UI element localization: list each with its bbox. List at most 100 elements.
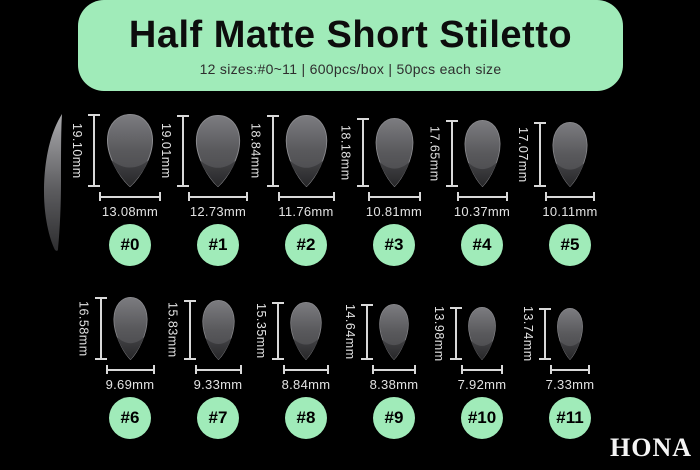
nail-tip-graphic — [464, 120, 500, 187]
dimension-line-part — [550, 368, 590, 371]
dimension-line-part — [544, 308, 546, 360]
dimension-line-part — [277, 195, 335, 198]
height-label: 17.65mm — [427, 125, 442, 182]
dimension-line-part — [182, 115, 184, 187]
side-profile-nail-graphic — [44, 114, 62, 251]
width-label: 13.08mm — [101, 204, 159, 219]
dimension-line-part — [266, 185, 279, 187]
size-badge: #7 — [197, 397, 239, 439]
nail-size-cell: 17.65mm 10.37mm #4 — [428, 114, 526, 266]
dimension-line-part — [501, 365, 503, 374]
size-row-2: 16.58mm 9.69mm #6 15.83mm 9.33mm #7 15.35mm 8.8… — [77, 297, 614, 439]
dimension-line-part — [366, 304, 368, 360]
nail-tip-graphic — [375, 118, 413, 187]
width-dimension-line — [277, 192, 335, 201]
product-title: Half Matte Short Stiletto — [128, 14, 573, 57]
height-dimension-line — [266, 115, 279, 187]
dimension-line-part — [88, 114, 100, 116]
height-dimension-line — [539, 308, 551, 360]
dimension-line-part — [450, 358, 462, 360]
dimension-line-part — [93, 114, 95, 187]
width-dimension-line — [461, 365, 503, 374]
dimension-line-part — [194, 365, 197, 374]
header-banner: Half Matte Short Stiletto 12 sizes:#0~11… — [78, 0, 623, 91]
height-dimension-line — [534, 122, 546, 187]
nail-size-cell: 14.64mm 8.38mm #9 — [343, 297, 438, 439]
size-badge: #6 — [109, 397, 151, 439]
dimension-line-part — [283, 365, 285, 374]
width-dimension-line — [188, 192, 248, 201]
dimension-line-part — [367, 192, 370, 201]
nail-size-cell: 19.10mm 13.08mm #0 — [70, 114, 174, 266]
width-label: 10.11mm — [542, 204, 598, 219]
nail-zone: 13.98mm — [432, 297, 526, 361]
dimension-line-part — [272, 358, 284, 360]
height-dimension-line — [361, 304, 373, 360]
nail-tip-graphic — [106, 114, 154, 187]
dimension-line-part — [361, 118, 364, 187]
nail-tip-graphic — [379, 304, 409, 360]
size-badge: #5 — [549, 224, 591, 266]
dimension-line-part — [99, 192, 101, 201]
dimension-line-part — [372, 365, 374, 374]
dimension-line-part — [588, 365, 590, 374]
width-label: 8.84mm — [281, 377, 331, 392]
dimension-line-part — [188, 300, 191, 360]
height-label: 18.84mm — [248, 123, 263, 179]
dimension-line-part — [545, 195, 595, 198]
dimension-line-part — [99, 195, 161, 198]
dimension-line-part — [239, 365, 242, 374]
height-label: 18.18mm — [338, 124, 353, 181]
width-dimension-line — [372, 365, 416, 374]
dimension-line-part — [246, 192, 248, 201]
nail-zone: 15.35mm — [254, 297, 350, 360]
dimension-line-part — [455, 307, 457, 360]
dimension-line-part — [105, 368, 155, 371]
height-label: 13.74mm — [521, 306, 535, 362]
dimension-line-part — [539, 358, 551, 360]
height-label: 17.07mm — [516, 126, 530, 183]
height-dimension-line — [445, 120, 458, 187]
dimension-line-part — [461, 365, 463, 374]
width-dimension-line — [367, 192, 421, 201]
dimension-line-part — [272, 302, 284, 304]
product-subtitle: 12 sizes:#0~11 | 600pcs/box | 50pcs each… — [199, 60, 502, 77]
nail-zone: 14.64mm — [343, 297, 438, 360]
nail-tip-graphic — [285, 115, 327, 187]
width-dimension-line — [550, 365, 590, 374]
dimension-line-part — [534, 185, 546, 187]
dimension-line-part — [99, 297, 102, 360]
nail-tip-graphic — [195, 115, 241, 187]
dimension-line-part — [461, 368, 503, 371]
dimension-line-part — [445, 120, 458, 122]
brand-logo: HONA — [610, 433, 692, 462]
height-dimension-line — [272, 302, 284, 360]
nail-tip-graphic — [201, 300, 235, 360]
dimension-line-part — [94, 358, 107, 360]
nail-size-cell: 17.07mm 10.11mm #5 — [516, 114, 614, 266]
nail-zone: 19.10mm — [70, 114, 174, 187]
dimension-line-part — [177, 185, 189, 187]
nail-zone: 17.07mm — [516, 114, 614, 187]
width-label: 7.33mm — [545, 377, 595, 392]
nail-zone: 18.84mm — [249, 114, 350, 187]
width-dimension-line — [283, 365, 329, 374]
dimension-line-part — [361, 304, 373, 306]
dimension-line-part — [152, 365, 155, 374]
height-dimension-line — [94, 297, 107, 360]
dimension-line-part — [194, 368, 242, 371]
width-dimension-line — [545, 192, 595, 201]
dimension-line-part — [550, 365, 552, 374]
size-badge: #9 — [373, 397, 415, 439]
dimension-line-part — [418, 192, 421, 201]
size-badge: #10 — [461, 397, 503, 439]
width-dimension-line — [456, 192, 508, 201]
dimension-line-part — [266, 115, 279, 117]
width-label: 10.37mm — [453, 204, 511, 219]
dimension-line-part — [94, 297, 107, 299]
nail-tip-graphic — [468, 307, 496, 360]
dimension-line-part — [356, 185, 369, 187]
height-dimension-line — [183, 300, 196, 360]
width-label: 8.38mm — [369, 377, 419, 392]
